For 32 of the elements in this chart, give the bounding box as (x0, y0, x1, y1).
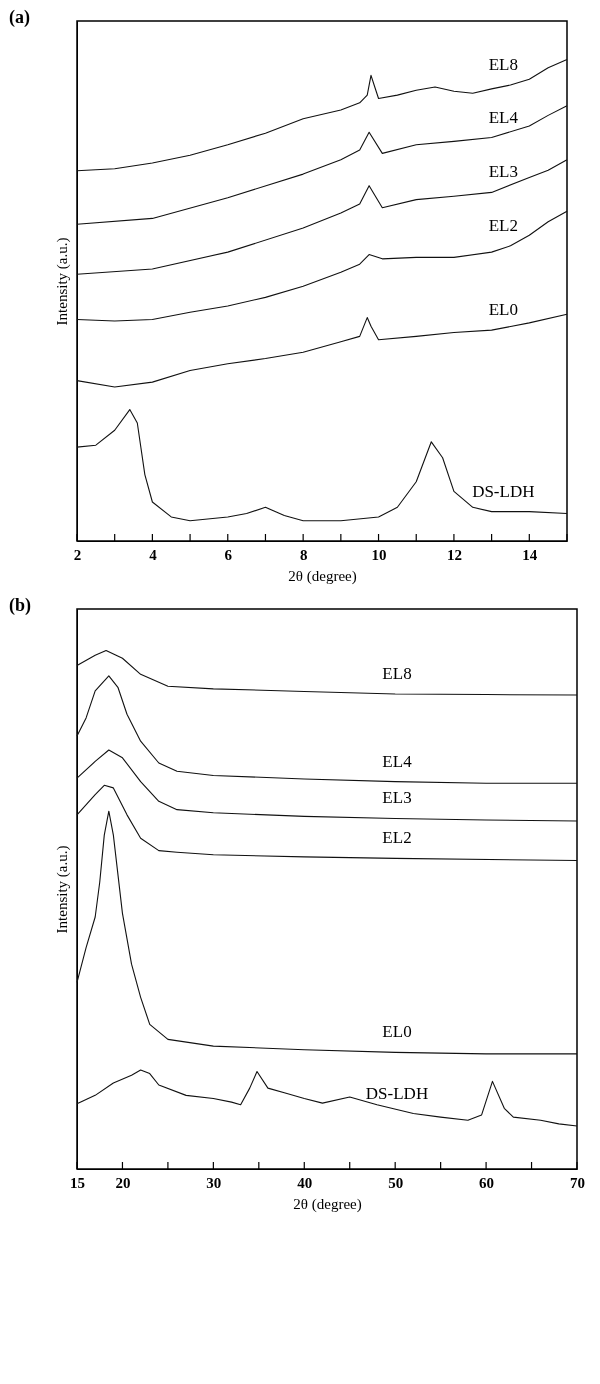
x-tick-label: 20 (115, 1174, 131, 1191)
series-label: EL2 (382, 828, 412, 848)
series-label: EL4 (488, 107, 519, 127)
x-tick-label: 2 (73, 546, 82, 563)
series-label: EL8 (488, 55, 518, 75)
x-tick-label: 10 (371, 546, 387, 563)
series-label: DS-LDH (365, 1083, 429, 1103)
x-tick-label: 70 (570, 1174, 585, 1191)
series-label: EL2 (488, 215, 518, 235)
x-tick-label: 60 (479, 1174, 495, 1191)
x-tick-label: 40 (297, 1174, 313, 1191)
series-label: EL3 (382, 788, 412, 808)
y-axis-title: Intensity (a.u.) (53, 237, 71, 326)
x-axis-title: 2θ (degree) (293, 1195, 362, 1213)
x-tick-label: 15 (70, 1174, 85, 1191)
chart-title: (b) (9, 595, 31, 616)
x-tick-label: 30 (206, 1174, 222, 1191)
series-label: DS-LDH (472, 481, 535, 501)
x-axis-title: 2θ (degree) (288, 567, 357, 585)
x-tick-label: 14 (522, 546, 538, 563)
series-label: EL8 (382, 664, 412, 684)
series-label: EL0 (488, 300, 518, 320)
x-tick-label: 4 (149, 546, 158, 563)
x-tick-label: 12 (446, 546, 462, 563)
chart-title: (a) (9, 7, 30, 28)
y-axis-title: Intensity (a.u.) (53, 845, 71, 934)
x-tick-label: 6 (224, 546, 233, 563)
series-label: EL3 (488, 162, 518, 182)
x-tick-label: 8 (299, 546, 308, 563)
series-label: EL4 (382, 751, 413, 771)
series-label: EL0 (382, 1022, 412, 1042)
x-tick-label: 50 (388, 1174, 404, 1191)
